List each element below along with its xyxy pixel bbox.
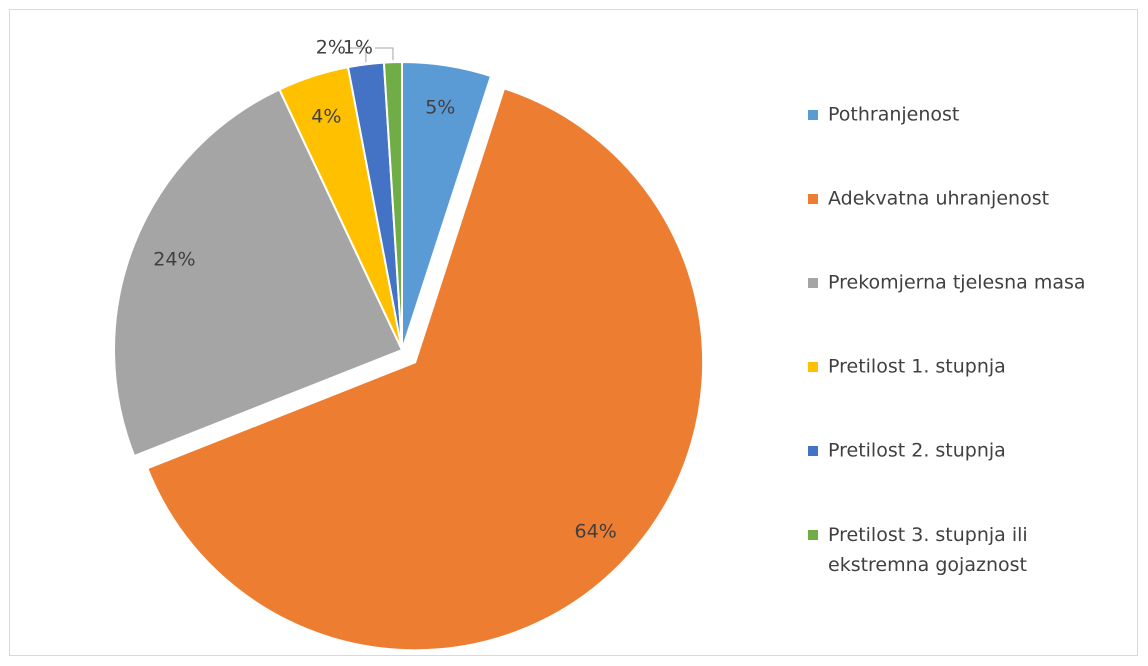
pie-slice	[382, 60, 403, 351]
leader-line	[347, 47, 367, 63]
legend-label: Pothranjenost	[828, 104, 959, 126]
legend-label: Adekvatna uhranjenost	[828, 188, 1049, 210]
legend-label-line: ekstremna gojaznost	[828, 554, 1027, 576]
legend-swatch	[808, 446, 818, 456]
pie-slice	[113, 88, 404, 458]
legend-label-line: Pretilost 3. stupnja ili	[828, 524, 1028, 546]
data-label: 2%	[316, 37, 346, 59]
legend-swatch	[808, 194, 818, 204]
data-label: 24%	[153, 248, 195, 270]
data-label: 5%	[425, 97, 455, 119]
data-label: 1%	[343, 37, 373, 59]
legend-swatch	[808, 110, 818, 120]
legend-swatch	[808, 362, 818, 372]
legend-label: Pretilost 1. stupnja	[828, 356, 1006, 378]
legend-swatch	[808, 530, 818, 540]
pie-slice	[146, 87, 705, 652]
leader-line	[374, 47, 394, 61]
legend-swatch	[808, 278, 818, 288]
data-label: 64%	[575, 520, 617, 542]
legend-label: Pretilost 2. stupnja	[828, 440, 1006, 462]
legend-label: Prekomjerna tjelesna masa	[828, 272, 1086, 294]
data-label: 4%	[311, 106, 341, 128]
legend-label: Pretilost 3. stupnja ili ekstremna gojazn…	[828, 524, 1028, 576]
